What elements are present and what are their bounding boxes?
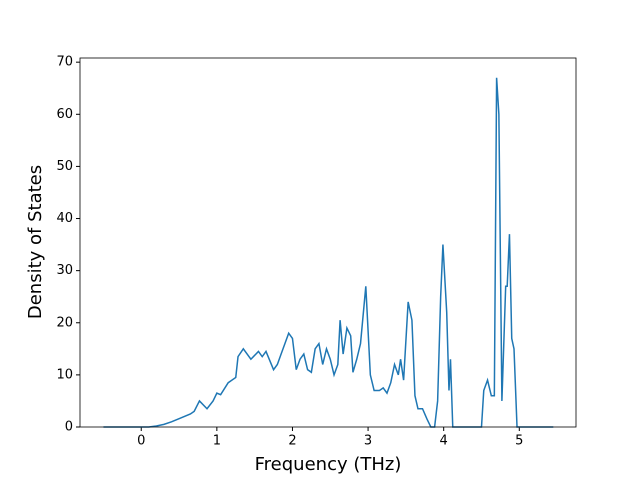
- x-tick-label: 5: [515, 434, 523, 449]
- y-tick-label: 0: [65, 420, 73, 435]
- y-tick-label: 40: [56, 211, 73, 226]
- x-axis-label: Frequency (THz): [255, 454, 402, 475]
- y-tick-label: 50: [56, 159, 73, 174]
- y-tick-label: 30: [56, 263, 73, 278]
- y-tick-label: 10: [56, 367, 73, 382]
- x-tick-label: 1: [213, 434, 221, 449]
- plot-frame: [79, 57, 577, 428]
- x-tick-label: 2: [288, 434, 296, 449]
- line: [103, 77, 554, 428]
- y-axis-label: Density of States: [25, 165, 46, 319]
- y-tick-label: 70: [56, 55, 73, 70]
- x-tick-label: 4: [440, 434, 448, 449]
- y-tick-label: 20: [56, 315, 73, 330]
- x-tick-label: 3: [364, 434, 372, 449]
- x-tick-label: 0: [137, 434, 145, 449]
- y-tick-label: 60: [56, 107, 73, 122]
